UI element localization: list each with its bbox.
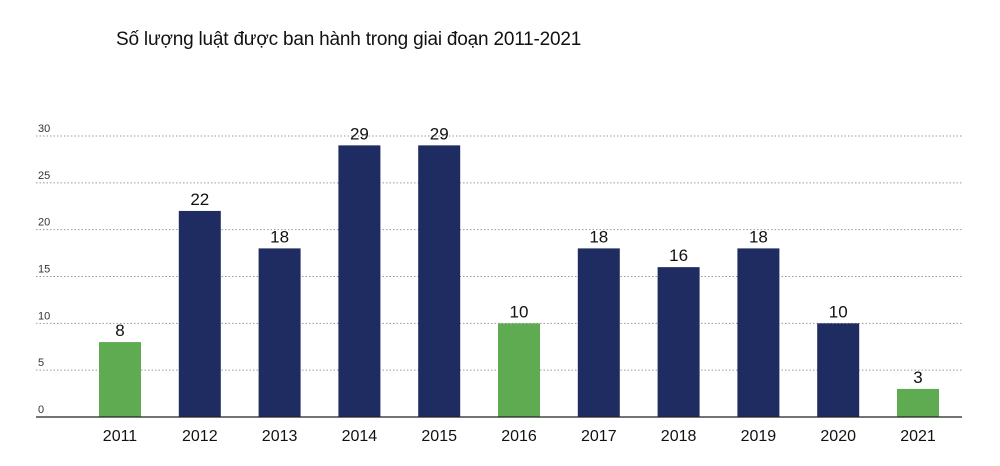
- y-tick-label: 20: [38, 217, 50, 229]
- value-label-2021: 3: [913, 368, 922, 387]
- bar-2014: [338, 145, 381, 417]
- x-tick-label-2017: 2017: [581, 428, 617, 445]
- bar-2012: [178, 210, 221, 417]
- bar-2018: [657, 267, 700, 417]
- value-label-2014: 29: [350, 124, 369, 143]
- value-label-2019: 18: [749, 227, 768, 246]
- x-tick-label-2018: 2018: [661, 428, 697, 445]
- x-tick-label-2014: 2014: [342, 428, 378, 445]
- bar-2013: [258, 248, 301, 417]
- y-tick-label: 10: [38, 310, 50, 322]
- x-tick-label-2019: 2019: [741, 428, 777, 445]
- value-label-2018: 16: [669, 246, 688, 265]
- x-tick-label-2016: 2016: [501, 428, 537, 445]
- y-tick-label: 30: [38, 123, 50, 135]
- y-tick-label: 5: [38, 357, 44, 369]
- y-tick-label: 0: [38, 404, 44, 416]
- value-label-2013: 18: [270, 227, 289, 246]
- value-labels: 8 22 18 29 29 10 18 16 18 10 3: [115, 124, 922, 387]
- value-label-2015: 29: [430, 124, 449, 143]
- bar-2019: [737, 248, 780, 417]
- x-tick-label-2012: 2012: [182, 428, 218, 445]
- x-tick-label-2020: 2020: [820, 428, 856, 445]
- value-label-2012: 22: [190, 190, 209, 209]
- bar-2011: [99, 342, 141, 417]
- x-tick-label-2021: 2021: [900, 428, 936, 445]
- value-label-2011: 8: [115, 321, 124, 340]
- value-label-2017: 18: [589, 227, 608, 246]
- bar-2020: [817, 323, 860, 417]
- x-tick-label-2013: 2013: [262, 428, 298, 445]
- bars: [99, 145, 939, 417]
- value-label-2020: 10: [829, 302, 848, 321]
- value-label-2016: 10: [510, 302, 529, 321]
- bar-2017: [577, 248, 620, 417]
- bar-2021: [897, 388, 939, 417]
- bar-2015: [418, 145, 461, 417]
- y-axis-ticks: 0 5 10 15 20 25 30: [38, 123, 50, 416]
- x-tick-label-2015: 2015: [421, 428, 457, 445]
- y-tick-label: 15: [38, 264, 50, 276]
- x-tick-label-2011: 2011: [103, 428, 138, 445]
- bar-2016: [498, 323, 540, 417]
- y-tick-label: 25: [38, 170, 50, 182]
- chart-title: Số lượng luật được ban hành trong giai đ…: [116, 29, 582, 50]
- category-labels: 2011 2012 2013 2014 2015 2016 2017 2018 2019 2020…: [103, 428, 936, 445]
